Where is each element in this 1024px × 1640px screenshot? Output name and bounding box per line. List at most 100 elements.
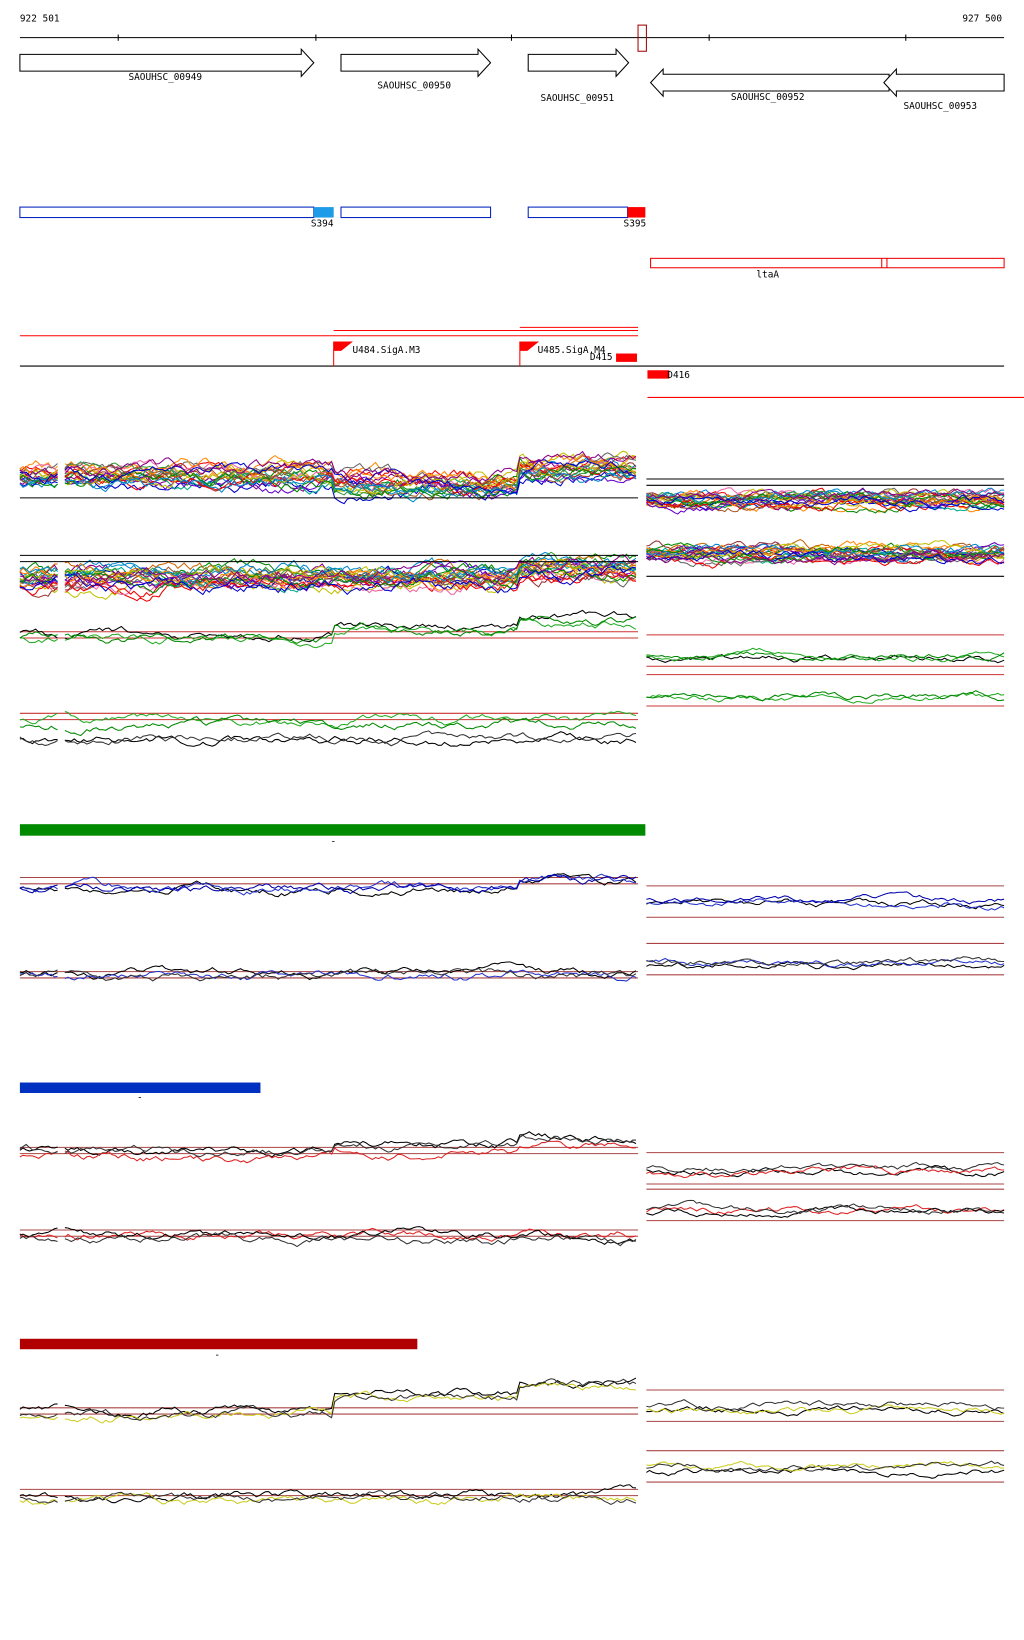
expression-line: [64, 569, 637, 591]
expression-line: [64, 454, 636, 488]
expression-line: [64, 461, 637, 497]
expression-line: [646, 494, 1005, 508]
gene-arrow[interactable]: [883, 67, 1005, 98]
feature-label: D415: [590, 352, 613, 363]
expression-line: [646, 1199, 1005, 1215]
expression-line: [64, 467, 637, 495]
expression-line: [64, 1134, 636, 1158]
expression-line: [646, 1164, 1005, 1179]
expression-line: [64, 465, 637, 500]
segment[interactable]: [19, 206, 315, 219]
promoter-label: U484.SigA.M3: [352, 345, 420, 356]
expression-line: [646, 957, 1005, 968]
expression-line: [19, 566, 58, 577]
expression-line: [64, 571, 636, 598]
expression-line: [646, 1399, 1005, 1412]
promoter-flag[interactable]: [333, 341, 353, 367]
expression-line: [64, 615, 637, 644]
expression-line: [64, 563, 637, 594]
expression-line: [19, 566, 58, 573]
expression-line: [19, 1143, 58, 1154]
gene-arrow[interactable]: [527, 47, 630, 78]
ruler-end: 927 500: [962, 13, 1002, 24]
expression-line: [646, 1460, 1005, 1472]
expression-line: [19, 581, 58, 591]
promoter-flag[interactable]: [519, 341, 540, 367]
expression-line: [19, 471, 58, 485]
expression-line: [646, 692, 1005, 704]
expression-line: [64, 967, 637, 982]
expression-line: [19, 467, 58, 479]
expression-line: [19, 628, 58, 639]
ruler: 922 501 927 500: [19, 13, 1005, 52]
expression-line: [64, 1226, 636, 1245]
expression-line: [646, 1404, 1005, 1415]
feature[interactable]: [616, 353, 637, 362]
operon[interactable]: [650, 257, 1005, 269]
expression-line: [64, 873, 637, 895]
expression-line: [19, 724, 58, 731]
expression-line: [64, 457, 637, 503]
condition-bar[interactable]: [19, 1338, 418, 1350]
expression-line: [64, 1378, 637, 1422]
feature-label: D416: [667, 370, 690, 381]
expression-line: [19, 631, 58, 639]
expression-line: [646, 1405, 1005, 1417]
expression-line: [19, 460, 58, 473]
expression-line: [64, 731, 637, 747]
gene-arrow[interactable]: [649, 67, 890, 98]
feature[interactable]: [647, 370, 670, 379]
expression-line: [64, 1232, 637, 1248]
expression-line: [19, 1150, 58, 1159]
gene-arrow[interactable]: [19, 47, 315, 78]
condition-bar[interactable]: [19, 824, 646, 836]
expression-line: [64, 461, 637, 496]
expression-line: [19, 1145, 58, 1152]
gene-arrow[interactable]: [340, 47, 492, 78]
expression-line: [19, 1496, 58, 1504]
expression-line: [19, 1234, 58, 1243]
segment-label: S394: [311, 218, 334, 229]
expression-line: [646, 540, 1005, 560]
expression-line: [19, 1499, 58, 1506]
expression-line: [64, 554, 636, 586]
expression-line: [19, 475, 58, 488]
expression-line: [64, 714, 637, 737]
expression-line: [19, 885, 58, 893]
segment[interactable]: [527, 206, 629, 219]
gene-label: SAOUHSC_00952: [731, 92, 805, 103]
expression-line: [19, 969, 58, 978]
expression-line: [646, 492, 1005, 512]
expression-line: [19, 636, 58, 644]
segment-end[interactable]: [627, 207, 646, 218]
expression-line: [19, 1403, 58, 1410]
segment-end[interactable]: [313, 207, 334, 218]
expression-line: [646, 956, 1005, 967]
expression-line: [19, 563, 58, 576]
expression-line: [19, 1227, 58, 1238]
condition-marker: -: [331, 836, 337, 847]
expression-line: [64, 1140, 636, 1164]
ruler-start: 922 501: [20, 13, 60, 24]
expression-line: [646, 897, 1005, 910]
expression-line: [646, 491, 1005, 508]
expression-line: [19, 1233, 58, 1239]
expression-line: [19, 712, 58, 725]
expression-line: [19, 468, 58, 480]
segment[interactable]: [340, 206, 492, 219]
expression-line: [646, 1460, 1005, 1472]
expression-line: [64, 1490, 637, 1506]
view-marker[interactable]: [637, 24, 647, 52]
expression-line: [19, 470, 58, 480]
expression-line: [64, 969, 637, 982]
expression-line: [19, 573, 58, 583]
feature-lines: [19, 326, 1024, 398]
expression-line: [64, 452, 637, 489]
expression-line: [64, 1484, 636, 1504]
condition-marker: -: [137, 1093, 143, 1104]
condition-marker: -: [214, 1350, 220, 1361]
expression-line: [646, 543, 1005, 560]
condition-bar[interactable]: [19, 1082, 261, 1093]
expression-tracks: [19, 450, 1005, 1506]
